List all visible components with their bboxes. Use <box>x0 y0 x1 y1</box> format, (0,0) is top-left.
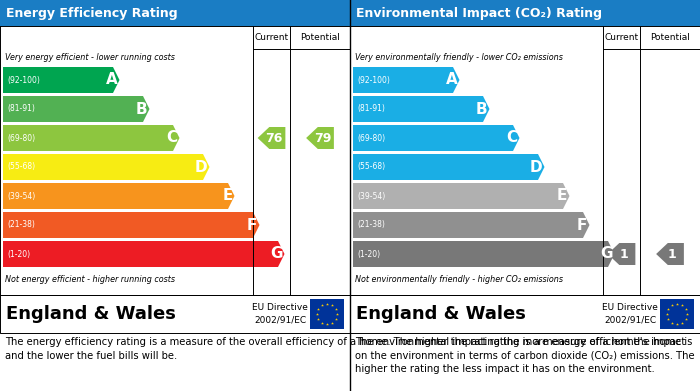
Polygon shape <box>3 183 235 209</box>
Bar <box>350 0 700 26</box>
Text: A: A <box>446 72 458 88</box>
Text: England & Wales: England & Wales <box>356 305 526 323</box>
Text: E: E <box>222 188 232 203</box>
Text: 79: 79 <box>314 131 331 145</box>
Text: Not environmentally friendly - higher CO₂ emissions: Not environmentally friendly - higher CO… <box>355 275 563 284</box>
Text: (69-80): (69-80) <box>7 133 35 142</box>
Text: Current: Current <box>604 34 638 43</box>
Text: (55-68): (55-68) <box>357 163 385 172</box>
Text: E: E <box>557 188 568 203</box>
Text: A: A <box>106 72 118 88</box>
Text: (39-54): (39-54) <box>7 192 35 201</box>
Text: G: G <box>270 246 283 262</box>
Text: (69-80): (69-80) <box>357 133 385 142</box>
Text: D: D <box>530 160 542 174</box>
Polygon shape <box>3 212 260 238</box>
Text: 76: 76 <box>265 131 283 145</box>
Polygon shape <box>258 127 286 149</box>
Text: Energy Efficiency Rating: Energy Efficiency Rating <box>6 7 178 20</box>
Text: C: C <box>167 131 178 145</box>
Polygon shape <box>353 154 545 180</box>
Text: Very energy efficient - lower running costs: Very energy efficient - lower running co… <box>5 54 175 63</box>
Bar <box>660 299 694 329</box>
Text: (92-100): (92-100) <box>7 75 40 84</box>
Text: (39-54): (39-54) <box>357 192 385 201</box>
Text: Environmental Impact (CO₂) Rating: Environmental Impact (CO₂) Rating <box>356 7 602 20</box>
Text: Potential: Potential <box>300 34 340 43</box>
Text: The energy efficiency rating is a measure of the overall efficiency of a home. T: The energy efficiency rating is a measur… <box>5 337 692 361</box>
Text: B: B <box>136 102 148 117</box>
Text: (21-38): (21-38) <box>357 221 385 230</box>
Text: C: C <box>506 131 517 145</box>
Text: The environmental impact rating is a measure of a home's impact on the environme: The environmental impact rating is a mea… <box>355 337 694 374</box>
Bar <box>0 295 350 333</box>
Polygon shape <box>3 154 209 180</box>
Text: (1-20): (1-20) <box>357 249 380 258</box>
Polygon shape <box>656 243 684 265</box>
Polygon shape <box>608 243 636 265</box>
Bar <box>0 0 350 26</box>
Bar <box>350 295 700 333</box>
Text: Potential: Potential <box>650 34 690 43</box>
Polygon shape <box>3 125 179 151</box>
Text: F: F <box>247 217 258 233</box>
Text: B: B <box>476 102 487 117</box>
Polygon shape <box>306 127 334 149</box>
Polygon shape <box>353 96 489 122</box>
Polygon shape <box>3 96 150 122</box>
Text: (21-38): (21-38) <box>7 221 35 230</box>
Text: 1: 1 <box>668 248 677 260</box>
Text: D: D <box>195 160 207 174</box>
Text: (1-20): (1-20) <box>7 249 30 258</box>
Text: (81-91): (81-91) <box>357 104 385 113</box>
Polygon shape <box>353 241 615 267</box>
Polygon shape <box>3 67 120 93</box>
Polygon shape <box>353 67 459 93</box>
Text: EU Directive
2002/91/EC: EU Directive 2002/91/EC <box>252 303 308 325</box>
Text: (55-68): (55-68) <box>7 163 35 172</box>
Text: (92-100): (92-100) <box>357 75 390 84</box>
Bar <box>310 299 344 329</box>
Text: England & Wales: England & Wales <box>6 305 176 323</box>
Polygon shape <box>353 125 519 151</box>
Text: G: G <box>600 246 612 262</box>
Polygon shape <box>3 241 284 267</box>
Text: (81-91): (81-91) <box>7 104 35 113</box>
Polygon shape <box>353 212 589 238</box>
Text: Very environmentally friendly - lower CO₂ emissions: Very environmentally friendly - lower CO… <box>355 54 563 63</box>
Text: 1: 1 <box>620 248 628 260</box>
Polygon shape <box>353 183 570 209</box>
Text: F: F <box>577 217 587 233</box>
Text: Not energy efficient - higher running costs: Not energy efficient - higher running co… <box>5 275 175 284</box>
Text: Current: Current <box>254 34 288 43</box>
Text: EU Directive
2002/91/EC: EU Directive 2002/91/EC <box>602 303 658 325</box>
